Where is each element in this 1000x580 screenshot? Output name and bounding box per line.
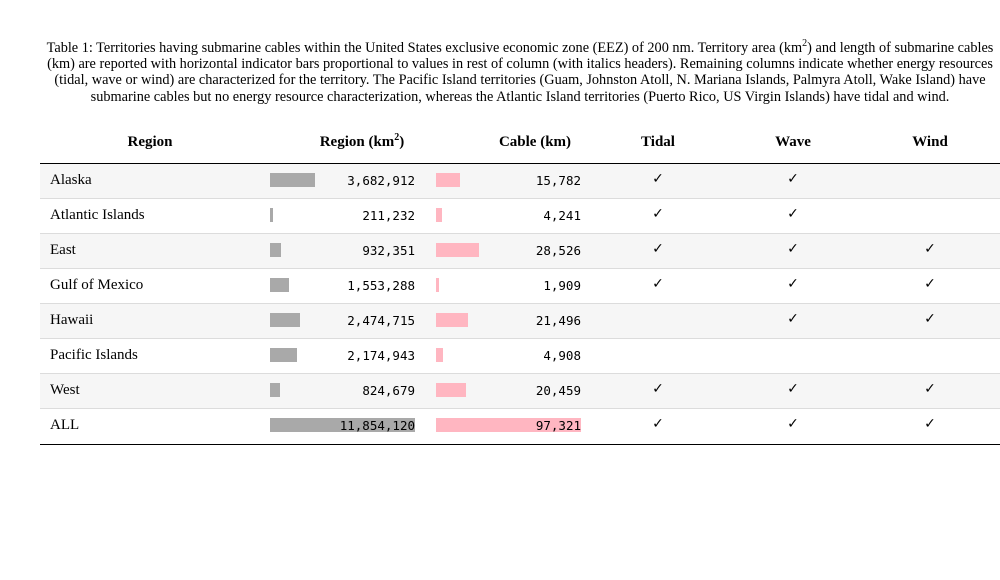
wind-check-icon: ✓ — [924, 381, 936, 397]
region-area-bar — [270, 243, 281, 257]
table-row: Alaska 3,682,912 15,782 ✓ ✓ — [40, 164, 1000, 199]
wave-check-icon: ✓ — [787, 381, 799, 397]
table-row: Atlantic Islands 211,232 4,241 ✓ ✓ — [40, 199, 1000, 234]
region-area-bar — [270, 278, 289, 292]
table-row: Hawaii 2,474,715 21,496 ✓ ✓ — [40, 304, 1000, 339]
tidal-check-icon: ✓ — [652, 276, 664, 292]
region-area-value: 11,854,120 — [339, 418, 415, 433]
header-region-km-close: ) — [399, 134, 405, 150]
region-name: Atlantic Islands — [50, 207, 145, 223]
table-row: West 824,679 20,459 ✓ ✓ ✓ — [40, 374, 1000, 409]
cable-length-bar — [436, 313, 468, 327]
wave-check-icon: ✓ — [787, 206, 799, 222]
header-region-km-text: Region (km — [319, 134, 395, 150]
region-area-value: 824,679 — [362, 383, 415, 398]
table-top-rule — [40, 163, 1000, 164]
table-bottom-rule — [40, 444, 1000, 445]
header-tidal: Tidal — [641, 134, 675, 150]
cable-length-value: 4,241 — [543, 208, 581, 223]
table-row: Gulf of Mexico 1,553,288 1,909 ✓ ✓ ✓ — [40, 269, 1000, 304]
region-area-value: 3,682,912 — [347, 173, 415, 188]
cable-length-bar — [436, 173, 460, 187]
caption-text-1: Table 1: Territories having submarine ca… — [46, 40, 803, 56]
region-name: Gulf of Mexico — [50, 277, 144, 293]
header-region-km: Region (km2) — [319, 132, 405, 151]
cable-length-value: 97,321 — [535, 418, 581, 433]
region-name: Pacific Islands — [50, 347, 138, 363]
table-body: Alaska 3,682,912 15,782 ✓ ✓ Atlantic Islands 2… — [40, 164, 1000, 444]
region-name: East — [50, 242, 76, 258]
header-cable: Cable (km) — [498, 134, 572, 150]
table-row: East 932,351 28,526 ✓ ✓ ✓ — [40, 234, 1000, 269]
region-area-value: 1,553,288 — [347, 278, 415, 293]
header-region: Region — [127, 134, 173, 150]
region-area-value: 211,232 — [362, 208, 415, 223]
header-wave: Wave — [775, 134, 811, 150]
region-name: ALL — [50, 417, 80, 433]
region-area-bar — [270, 418, 415, 432]
region-area-bar — [270, 313, 300, 327]
cable-length-bar — [436, 383, 466, 397]
cable-length-value: 15,782 — [535, 173, 581, 188]
cable-length-bar — [436, 418, 581, 432]
cable-length-bar — [436, 208, 442, 222]
region-area-bar — [270, 348, 297, 362]
header-region-km-sup: 2 — [394, 132, 400, 143]
region-area-bar — [270, 173, 315, 187]
caption-superscript: 2 — [802, 38, 808, 50]
region-area-value: 932,351 — [362, 243, 415, 258]
cable-length-bar — [436, 243, 479, 257]
region-name: Hawaii — [50, 312, 94, 328]
caption-text-2: ) and length of submarine cables (km) ar… — [47, 40, 994, 105]
table-row: Pacific Islands 2,174,943 4,908 — [40, 339, 1000, 374]
region-area-value: 2,174,943 — [347, 348, 415, 363]
cable-length-bar — [436, 278, 439, 292]
tidal-check-icon: ✓ — [652, 206, 664, 222]
tidal-check-icon: ✓ — [652, 381, 664, 397]
wave-check-icon: ✓ — [787, 241, 799, 257]
wave-check-icon: ✓ — [787, 276, 799, 292]
wind-check-icon: ✓ — [924, 276, 936, 292]
cable-length-value: 28,526 — [535, 243, 581, 258]
cable-length-value: 4,908 — [543, 348, 581, 363]
table-caption: Table 1: Territories having submarine ca… — [40, 38, 1000, 105]
wave-check-icon: ✓ — [787, 311, 799, 327]
tidal-check-icon: ✓ — [652, 171, 664, 187]
cable-length-value: 1,909 — [543, 278, 581, 293]
region-area-bar — [270, 383, 280, 397]
region-area-value: 2,474,715 — [347, 313, 415, 328]
wind-check-icon: ✓ — [924, 241, 936, 257]
wind-check-icon: ✓ — [924, 311, 936, 327]
region-area-bar — [270, 208, 273, 222]
wave-check-icon: ✓ — [787, 171, 799, 187]
region-name: West — [50, 382, 80, 398]
cable-length-value: 20,459 — [535, 383, 581, 398]
header-wind: Wind — [912, 134, 948, 150]
table-header: Region Region (km2) Cable (km) Tidal Wav… — [40, 130, 1000, 164]
table-row: ALL 11,854,120 97,321 ✓ ✓ ✓ — [40, 409, 1000, 444]
wave-check-icon: ✓ — [787, 416, 799, 432]
tidal-check-icon: ✓ — [652, 241, 664, 257]
tidal-check-icon: ✓ — [652, 416, 664, 432]
cable-length-value: 21,496 — [535, 313, 581, 328]
cable-length-bar — [436, 348, 443, 362]
wind-check-icon: ✓ — [924, 416, 936, 432]
region-name: Alaska — [50, 172, 92, 188]
